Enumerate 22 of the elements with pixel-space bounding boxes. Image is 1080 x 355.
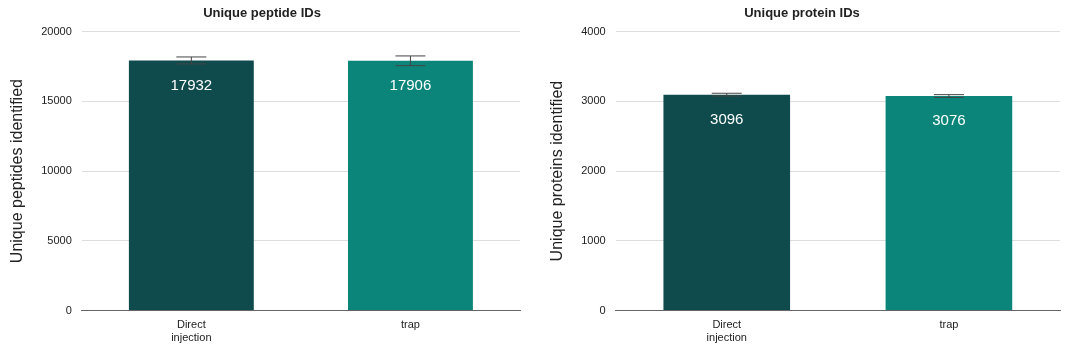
y-tick-label: 1000	[581, 233, 606, 246]
y-tick-label: 0	[65, 303, 72, 316]
y-axis-title: Unique peptides identified	[8, 79, 26, 264]
y-tick-label: 0	[599, 303, 606, 316]
chart-title: Unique protein IDs	[744, 5, 860, 21]
y-tick-label: 20000	[41, 24, 72, 37]
y-tick-label: 3000	[581, 94, 606, 107]
y-tick-label: 10000	[41, 164, 72, 177]
y-tick-label: 15000	[41, 94, 72, 107]
data-label: 17906	[389, 75, 432, 93]
x-tick-label: Direct injection	[706, 318, 747, 344]
y-tick-label: 4000	[581, 24, 606, 37]
data-label: 3096	[710, 109, 744, 127]
y-axis-title: Unique proteins identified	[548, 80, 566, 262]
data-label: 3076	[932, 111, 966, 129]
x-tick-label: trap	[400, 318, 420, 331]
y-tick-label: 2000	[581, 164, 606, 177]
x-tick-label: trap	[939, 318, 959, 331]
x-tick-label: Direct injection	[171, 318, 212, 344]
y-tick-label: 5000	[47, 233, 72, 246]
data-label: 17932	[170, 75, 213, 93]
chart-title: Unique peptide IDs	[203, 5, 321, 21]
